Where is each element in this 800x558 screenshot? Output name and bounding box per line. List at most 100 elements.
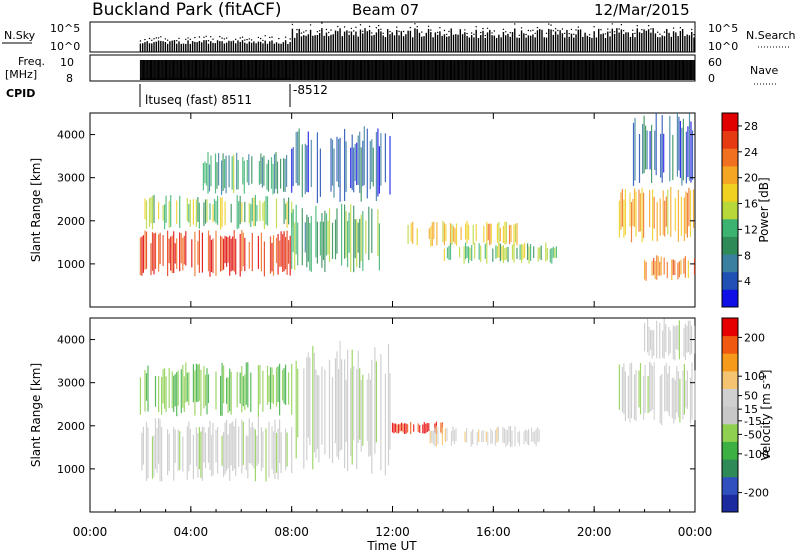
nsearch-dot	[504, 31, 507, 33]
nsearch-dot	[257, 36, 260, 39]
echo-region-1	[139, 362, 293, 417]
nsearch-dot	[427, 25, 430, 27]
nsearch-dot	[588, 34, 591, 36]
nsky-label: N.Sky	[4, 29, 36, 42]
nsearch-dot	[139, 40, 142, 42]
colorbar-tick-label: 24	[744, 146, 758, 159]
nsearch-dot	[151, 39, 153, 41]
nsearch-dot	[475, 26, 477, 28]
power-echoes	[139, 113, 696, 281]
nsearch-dot	[321, 22, 323, 24]
freq-label: Freq.	[18, 55, 45, 68]
nsearch-dot	[514, 23, 516, 25]
power-y-axis-label: Slant Range [km]	[29, 158, 43, 262]
power-colorbar-label: Power [dB]	[757, 177, 771, 242]
nave-tick-bottom: 0	[708, 72, 715, 85]
colorbar-frame	[721, 317, 739, 513]
nsearch-dot	[259, 37, 262, 40]
nsearch-dot	[634, 32, 636, 35]
nsearch-dot	[693, 34, 695, 36]
nsearch-dot	[368, 25, 371, 28]
nsearch-dot	[239, 37, 241, 39]
nsearch-dot	[529, 30, 532, 32]
echo-region-6	[443, 242, 558, 264]
nsky-bars	[139, 22, 695, 52]
nsearch-dot	[250, 39, 253, 41]
nsearch-dot	[464, 29, 466, 31]
colorbar-tick-label: 200	[744, 331, 765, 344]
station-title: Buckland Park (fitACF)	[92, 0, 282, 20]
colorbar-swatch	[722, 335, 738, 354]
nsearch-dot	[375, 27, 378, 29]
echo-region-3	[391, 421, 443, 435]
nsearch-dot	[166, 39, 169, 41]
echo-region-3	[291, 203, 380, 273]
nsearch-dot	[520, 27, 523, 29]
nsearch-dot	[325, 28, 328, 31]
nsearch-dot	[350, 27, 353, 30]
nsearch-dot	[607, 28, 609, 30]
nsearch-dot	[518, 34, 520, 36]
nsearch-dot	[663, 31, 666, 33]
freq-tick-bottom: 8	[66, 72, 73, 85]
nsearch-dot	[534, 32, 536, 35]
echo-region-2	[295, 340, 391, 476]
nsearch-dot	[414, 23, 416, 25]
nsearch-dot	[593, 26, 595, 28]
freq-bars	[139, 60, 695, 80]
y-tick-label: 3000	[57, 172, 85, 185]
colorbar-swatch	[722, 148, 738, 167]
echo-region-7	[618, 187, 695, 243]
nsearch-dot	[284, 36, 287, 38]
colorbar-swatch	[722, 271, 738, 290]
colorbar-swatch	[722, 353, 738, 372]
nsearch-dot	[609, 31, 611, 33]
colorbar-swatch	[722, 441, 738, 460]
power-frame	[89, 112, 696, 308]
nsearch-dot	[502, 28, 505, 30]
colorbar-tick-label: 50	[744, 390, 758, 403]
velocity-y-axis-label: Slant Range [km]	[29, 363, 43, 467]
nsearch-dot	[343, 26, 346, 28]
nsearch-dot	[622, 30, 625, 32]
nsearch-dot	[264, 35, 266, 37]
colorbar-swatch	[722, 130, 738, 149]
nsearch-dot	[316, 31, 319, 33]
freq-frame	[89, 54, 696, 82]
nsearch-dot	[482, 27, 484, 30]
freq-unit-label: [MHz]	[5, 68, 37, 81]
echo-region-4	[291, 126, 391, 204]
echo-region-2	[202, 151, 288, 195]
nsearch-dot	[352, 30, 355, 32]
nsearch-dot	[157, 37, 160, 39]
nsearch-dot	[439, 27, 441, 29]
nsearch-dot	[189, 38, 192, 40]
nsearch-dot	[348, 31, 350, 33]
nsearch-dot	[212, 38, 214, 40]
y-tick-label: 4000	[57, 129, 85, 142]
nsearch-dot	[198, 36, 201, 38]
nsearch-dot	[225, 37, 228, 39]
nsearch-dot	[144, 38, 146, 41]
power-y-ticks: 1000 2000 3000 4000	[57, 129, 695, 271]
nsearch-dot	[278, 37, 280, 40]
x-tick-label: 08:00	[274, 525, 309, 539]
nsky-panel: N.Sky 10^5 10^0 10^5 10^0 N.Search	[2, 21, 796, 53]
nsearch-dot	[550, 24, 552, 26]
beam-title: Beam 07	[352, 1, 419, 19]
nsearch-dot	[656, 31, 659, 33]
nsearch-dot	[650, 28, 652, 30]
nave-tick-top: 60	[708, 56, 722, 69]
nsearch-dot	[659, 33, 661, 35]
nsearch-dot	[563, 32, 566, 35]
colorbar-swatch	[722, 406, 738, 425]
nsearch-dot	[305, 30, 307, 32]
nsearch-dot	[473, 33, 475, 35]
nsearch-dot	[554, 28, 557, 30]
nsearch-dot	[536, 26, 539, 29]
nsearch-dot	[402, 30, 405, 33]
nsearch-dot	[389, 30, 391, 33]
colorbar-swatch	[722, 218, 738, 237]
power-colorbar: 4 8 12 16 20 24 28	[721, 112, 758, 308]
